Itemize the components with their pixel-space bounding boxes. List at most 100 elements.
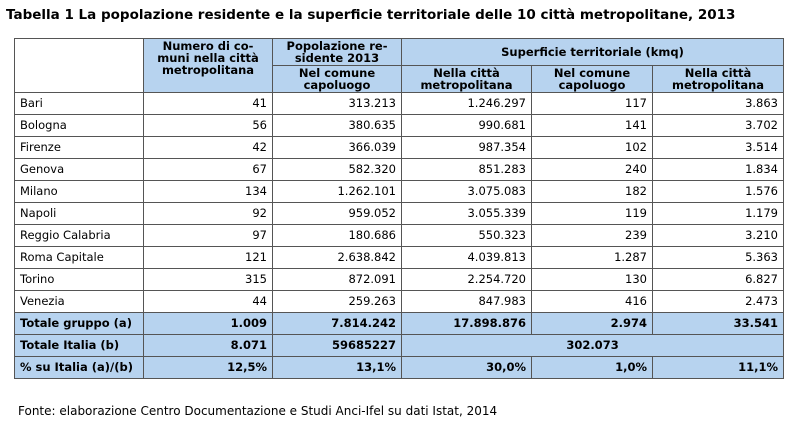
comuni-cell: 12,5% <box>143 356 273 379</box>
sup-comune-cell: 239 <box>531 224 653 247</box>
table-row: Venezia 44 259.263 847.983 416 2.473 <box>14 290 785 313</box>
sup-comune-cell: 2.974 <box>531 312 653 335</box>
superficie-italia-cell: 302.073 <box>400 334 785 357</box>
table-row: Reggio Calabria 97 180.686 550.323 239 3.210 <box>14 224 785 247</box>
sup-comune-cell: 117 <box>531 92 653 115</box>
pop-comune-cell: 366.039 <box>272 136 402 159</box>
pop-comune-cell: 180.686 <box>272 224 402 247</box>
pop-comune-cell: 59685227 <box>272 334 402 357</box>
city-name: Firenze <box>14 136 144 159</box>
pop-citta-cell: 3.075.083 <box>401 180 532 203</box>
sup-comune-cell: 1.287 <box>531 246 653 269</box>
sup-citta-cell: 3.514 <box>651 136 785 159</box>
table-row: Roma Capitale 121 2.638.842 4.039.813 1.287 5… <box>14 246 785 269</box>
city-name: Reggio Calabria <box>14 224 144 247</box>
header-row-1: Numero di co- muni nella città metropoli… <box>14 38 785 93</box>
pop-comune-cell: 380.635 <box>272 114 402 137</box>
table-row: Bologna 56 380.635 990.681 141 3.702 <box>14 114 785 137</box>
comuni-cell: 8.071 <box>143 334 273 357</box>
sup-citta-cell: 3.863 <box>651 92 785 115</box>
table-row: Firenze 42 366.039 987.354 102 3.514 <box>14 136 785 159</box>
pop-citta-cell: 990.681 <box>401 114 532 137</box>
sup-comune-cell: 130 <box>531 268 653 291</box>
comuni-cell: 67 <box>143 158 273 181</box>
comuni-cell: 97 <box>143 224 273 247</box>
source-note: Fonte: elaborazione Centro Documentazion… <box>18 404 498 418</box>
sup-citta-cell: 3.210 <box>651 224 785 247</box>
pop-citta-cell: 3.055.339 <box>401 202 532 225</box>
pop-citta-cell: 847.983 <box>401 290 532 313</box>
data-table: Numero di co- muni nella città metropoli… <box>14 38 785 379</box>
row-label: % su Italia (a)/(b) <box>14 356 144 379</box>
table-row: Bari 41 313.213 1.246.297 117 3.863 <box>14 92 785 115</box>
city-name: Genova <box>14 158 144 181</box>
sup-comune-cell: 240 <box>531 158 653 181</box>
sup-citta-cell: 1.576 <box>651 180 785 203</box>
city-name: Torino <box>14 268 144 291</box>
city-name: Milano <box>14 180 144 203</box>
comuni-cell: 92 <box>143 202 273 225</box>
totale-gruppo-row: Totale gruppo (a) 1.009 7.814.242 17.898.87… <box>14 312 785 335</box>
header-comuni: Numero di co- muni nella città metropoli… <box>143 38 273 93</box>
city-name: Napoli <box>14 202 144 225</box>
pop-citta-cell: 1.246.297 <box>401 92 532 115</box>
table-row: Napoli 92 959.052 3.055.339 119 1.179 <box>14 202 785 225</box>
city-name: Bologna <box>14 114 144 137</box>
pop-comune-cell: 13,1% <box>272 356 402 379</box>
header-blank-cell <box>14 38 144 93</box>
percentuale-row: % su Italia (a)/(b) 12,5% 13,1% 30,0% 1,0% 11… <box>14 356 785 379</box>
comuni-cell: 42 <box>143 136 273 159</box>
pop-comune-cell: 2.638.842 <box>272 246 402 269</box>
comuni-cell: 44 <box>143 290 273 313</box>
pop-comune-cell: 1.262.101 <box>272 180 402 203</box>
sup-comune-cell: 141 <box>531 114 653 137</box>
sup-comune-cell: 416 <box>531 290 653 313</box>
sup-citta-cell: 1.834 <box>651 158 785 181</box>
header-pop-comune: Nel comune capoluogo <box>272 65 402 93</box>
header-sup-citta-1: Nella città metropolitana <box>401 65 532 93</box>
header-superficie: Superficie territoriale (kmq) <box>400 38 785 66</box>
sup-comune-cell: 182 <box>531 180 653 203</box>
comuni-cell: 121 <box>143 246 273 269</box>
row-label: Totale gruppo (a) <box>14 312 144 335</box>
table-row: Genova 67 582.320 851.283 240 1.834 <box>14 158 785 181</box>
sup-comune-cell: 102 <box>531 136 653 159</box>
header-sup-citta-2: Nella città metropolitana <box>651 65 785 93</box>
header-sup-comune: Nel comune capoluogo <box>531 65 653 93</box>
sup-citta-cell: 3.702 <box>651 114 785 137</box>
header-popolazione: Popolazione re- sidente 2013 <box>272 38 402 66</box>
row-label: Totale Italia (b) <box>14 334 144 357</box>
sup-citta-cell: 2.473 <box>651 290 785 313</box>
pop-comune-cell: 872.091 <box>272 268 402 291</box>
pop-comune-cell: 259.263 <box>272 290 402 313</box>
pop-citta-cell: 17.898.876 <box>401 312 532 335</box>
pop-comune-cell: 7.814.242 <box>272 312 402 335</box>
header-row-2: Nel comune capoluogo Nella città metropo… <box>15 65 785 93</box>
sup-citta-cell: 5.363 <box>651 246 785 269</box>
sup-comune-cell: 119 <box>531 202 653 225</box>
sup-comune-cell: 1,0% <box>531 356 653 379</box>
pop-citta-cell: 987.354 <box>401 136 532 159</box>
table-row: Milano 134 1.262.101 3.075.083 182 1.576 <box>14 180 785 203</box>
pop-comune-cell: 959.052 <box>272 202 402 225</box>
comuni-cell: 41 <box>143 92 273 115</box>
pop-citta-cell: 30,0% <box>401 356 532 379</box>
table-title: Tabella 1 La popolazione residente e la … <box>6 7 736 23</box>
comuni-cell: 315 <box>143 268 273 291</box>
city-name: Venezia <box>14 290 144 313</box>
pop-comune-cell: 582.320 <box>272 158 402 181</box>
sup-citta-cell: 6.827 <box>651 268 785 291</box>
comuni-cell: 134 <box>143 180 273 203</box>
sup-citta-cell: 11,1% <box>651 356 785 379</box>
city-name: Bari <box>14 92 144 115</box>
pop-citta-cell: 550.323 <box>401 224 532 247</box>
pop-citta-cell: 2.254.720 <box>401 268 532 291</box>
comuni-cell: 56 <box>143 114 273 137</box>
comuni-cell: 1.009 <box>143 312 273 335</box>
sup-citta-cell: 33.541 <box>651 312 785 335</box>
pop-comune-cell: 313.213 <box>272 92 402 115</box>
sup-citta-cell: 1.179 <box>651 202 785 225</box>
pop-citta-cell: 4.039.813 <box>401 246 532 269</box>
totale-italia-row: Totale Italia (b) 8.071 59685227 302.073 <box>14 334 785 357</box>
pop-citta-cell: 851.283 <box>401 158 532 181</box>
